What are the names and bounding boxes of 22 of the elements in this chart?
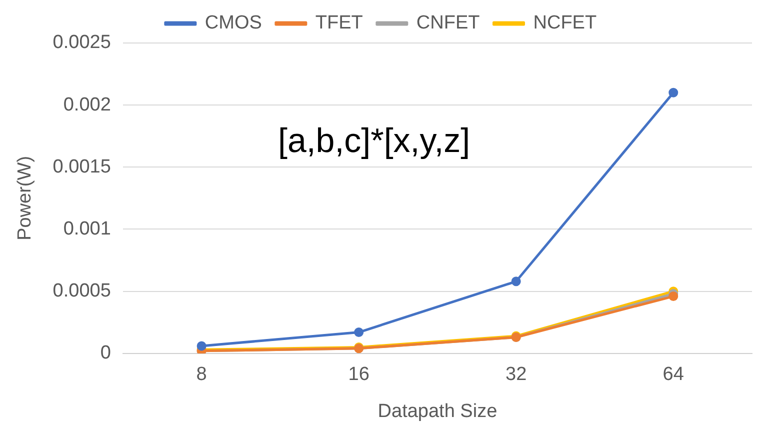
x-axis-title: Datapath Size [378, 400, 498, 422]
point [196, 341, 206, 351]
legend-label: CMOS [204, 12, 262, 34]
point [511, 276, 521, 286]
x-tick-label: 16 [348, 364, 370, 386]
y-tick-label: 0.0005 [52, 280, 111, 302]
y-tick-label: 0.0025 [52, 32, 111, 54]
x-tick-label: 32 [506, 364, 527, 386]
y-tick-label: 0.002 [63, 94, 111, 116]
annotation: [a,b,c]*[x,y,z] [278, 122, 470, 161]
point [354, 328, 364, 338]
legend-label: NCFET [533, 12, 597, 34]
legend-label: TFET [315, 12, 364, 34]
x-tick-label: 64 [662, 364, 684, 386]
y-tick-label: 0.001 [63, 218, 111, 240]
y-tick-label: 0 [100, 342, 111, 364]
point [668, 292, 678, 302]
legend-label: CNFET [416, 12, 480, 34]
point [668, 88, 678, 98]
x-tick-label: 8 [196, 364, 207, 386]
y-axis-title: Power(W) [14, 156, 36, 240]
y-tick-label: 0.0015 [52, 156, 111, 178]
